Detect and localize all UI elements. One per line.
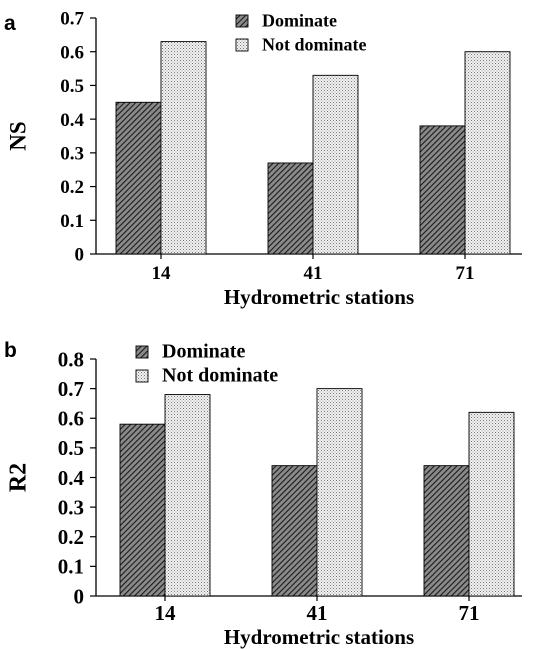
panel-label: a — [4, 12, 16, 35]
y-tick-label: 0 — [74, 584, 85, 608]
legend-label: Dominate — [162, 341, 245, 363]
y-tick-label: 0.4 — [60, 110, 84, 131]
bar-not-dominate-14 — [160, 41, 207, 255]
x-tick-label: 71 — [456, 263, 475, 284]
y-tick-label: 0.6 — [58, 407, 84, 431]
bar-dominate-41 — [271, 465, 318, 597]
legend: Dominate Not dominate — [235, 11, 367, 55]
bar-dominate-71 — [419, 125, 466, 255]
chart-panel-a: a 0 0.1 0.2 0.3 0.4 0.5 0.6 0.7 NS 14 41 71 Hydrometr… — [4, 9, 522, 309]
bar-dominate-14 — [115, 101, 162, 255]
y-tick-label: 0.2 — [60, 177, 84, 198]
x-tick-label: 41 — [304, 263, 323, 284]
y-tick-label: 0.2 — [58, 525, 84, 549]
bar-not-dominate-41 — [312, 74, 359, 255]
bar-dominate-71 — [423, 465, 470, 597]
y-tick-label: 0.1 — [58, 555, 84, 579]
bar-not-dominate-71 — [464, 51, 511, 255]
bar-not-dominate-14 — [164, 394, 211, 597]
y-tick-label: 0.7 — [58, 377, 84, 401]
legend-label: Not dominate — [162, 365, 278, 387]
bar-not-dominate-71 — [468, 411, 515, 597]
legend-swatch — [235, 14, 249, 28]
bar-not-dominate-41 — [316, 388, 363, 597]
y-tick-label: 0.3 — [60, 144, 84, 165]
y-axis-label: R2 — [6, 463, 32, 492]
legend-swatch — [135, 369, 149, 383]
y-tick-label: 0.8 — [58, 347, 84, 371]
x-tick-label: 14 — [152, 263, 172, 284]
x-axis-label: Hydrometric stations — [224, 285, 414, 309]
legend-swatch — [135, 345, 149, 359]
y-tick-label: 0.5 — [60, 76, 84, 97]
panel-label: b — [4, 339, 17, 362]
x-tick-label: 71 — [459, 601, 480, 625]
y-tick-label: 0.6 — [60, 42, 84, 63]
x-axis-label: Hydrometric stations — [224, 625, 414, 649]
chart-panel-b: b 0 0.1 0.2 0.3 0.4 0.5 0.6 0.7 0.8 R2 14 41 71 Hydrom… — [4, 339, 522, 649]
bar-dominate-41 — [267, 162, 314, 255]
x-tick-label: 14 — [155, 601, 177, 625]
x-tick-label: 41 — [307, 601, 328, 625]
y-axis-label: NS — [5, 121, 30, 150]
y-tick-label: 0.3 — [58, 495, 84, 519]
legend-swatch — [235, 38, 249, 52]
y-tick-label: 0 — [75, 245, 85, 266]
legend-label: Not dominate — [262, 35, 367, 55]
bar-dominate-14 — [119, 423, 166, 597]
y-tick-label: 0.4 — [58, 466, 85, 490]
legend-label: Dominate — [262, 11, 337, 31]
y-tick-label: 0.1 — [60, 211, 84, 232]
y-tick-label: 0.5 — [58, 436, 84, 460]
y-tick-label: 0.7 — [60, 9, 84, 30]
